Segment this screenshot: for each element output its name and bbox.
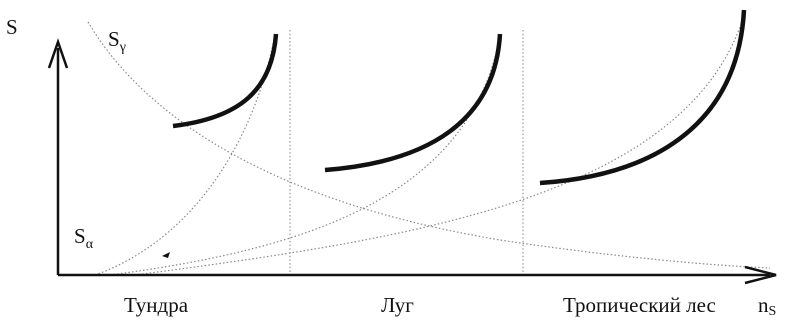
x-axis-arrow [744, 265, 777, 285]
s-alpha-label: Sα [74, 224, 94, 252]
s-beta-arc-meadow [324, 33, 503, 173]
x-axis-label: nS [758, 293, 776, 319]
s-alpha-curve-meadow [109, 34, 501, 276]
s-alpha-curve-tundra [94, 34, 276, 276]
y-axis-arrow [47, 38, 69, 69]
region-label-meadow: Луг [381, 293, 414, 317]
small-mark [162, 252, 170, 258]
s-beta-arc-tundra [172, 33, 279, 129]
region-label-tundra: Тундра [124, 293, 189, 317]
y-axis-label: S [6, 15, 18, 39]
s-gamma-curve [87, 21, 771, 269]
s-alpha-curve-forest [134, 11, 746, 276]
region-label-tropical-forest: Тропический лес [563, 293, 716, 317]
s-beta-arc-forest [539, 9, 747, 186]
s-gamma-label: Sγ [108, 27, 126, 55]
